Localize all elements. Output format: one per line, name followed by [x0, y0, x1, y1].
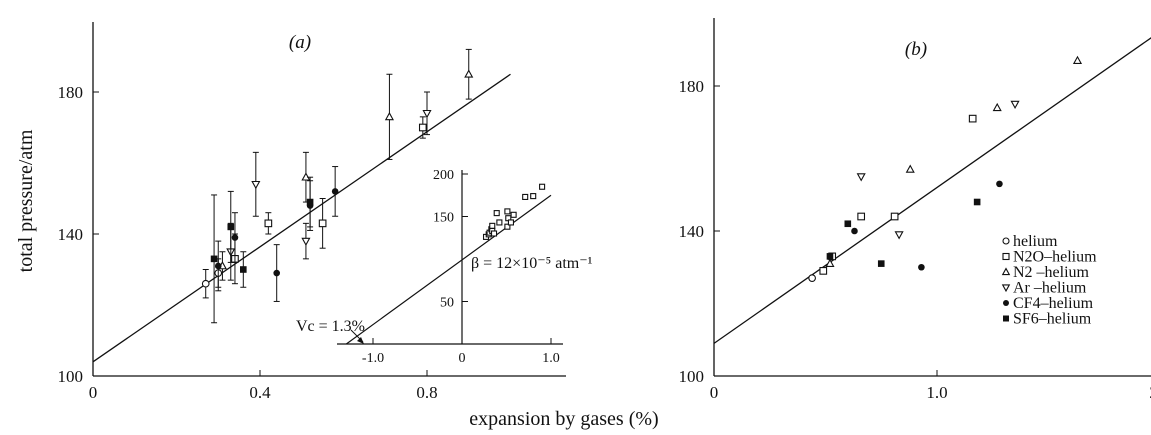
inset-data-point	[530, 193, 537, 200]
data-point	[894, 231, 904, 240]
inset-x-tick-label: 1.0	[542, 351, 560, 366]
data-point	[808, 274, 816, 282]
x-tick-label: 0.4	[249, 383, 271, 402]
data-point	[857, 212, 866, 221]
x-axis-title: expansion by gases (%)	[469, 408, 658, 430]
panel-b: (b) 0 1.0 2.0 100 140 180	[679, 18, 1151, 402]
y-tick-label: 100	[679, 367, 705, 386]
data-point	[301, 237, 311, 247]
data-point	[856, 173, 866, 182]
legend-marker	[1001, 284, 1011, 293]
data-point	[905, 164, 915, 173]
inset-fit-line	[345, 194, 552, 345]
legend-label: CF4–helium	[1013, 295, 1094, 312]
data-point	[227, 223, 235, 231]
data-point	[826, 253, 834, 260]
data-point	[422, 109, 432, 119]
inset-data	[345, 183, 552, 345]
y-tick-label: 140	[58, 225, 84, 244]
panel-b-ticks: 0 1.0 2.0 100 140 180	[679, 77, 1151, 402]
inset-y-tick-label: 150	[433, 211, 454, 226]
data-point	[331, 188, 339, 195]
fit-line	[713, 37, 1151, 344]
inset-vc-arrowhead	[357, 337, 364, 344]
inset-vc-annotation: Vc = 1.3%	[296, 318, 365, 335]
inset-y-tick-label: 200	[433, 168, 454, 183]
data-point	[968, 114, 977, 123]
data-point	[251, 180, 261, 190]
x-tick-label: 2.0	[1149, 383, 1151, 402]
data-point	[819, 267, 828, 275]
data-point	[890, 212, 899, 221]
data-point	[844, 220, 852, 228]
legend-marker	[1002, 237, 1010, 245]
data-point	[851, 227, 858, 235]
inset-beta-annotation: β = 12×10⁻⁵ atm⁻¹	[471, 255, 593, 272]
data-point	[992, 102, 1002, 112]
y-tick-label: 180	[58, 83, 84, 102]
data-point	[201, 279, 210, 288]
inset-x-tick-label: 0	[459, 351, 466, 366]
inset-data-point	[490, 230, 498, 237]
panel-b-label: (b)	[905, 39, 927, 60]
legend-label: helium	[1013, 233, 1058, 250]
panel-b-data	[713, 37, 1151, 344]
inset-data-point	[504, 208, 511, 215]
data-point	[918, 263, 925, 271]
data-point	[877, 260, 885, 267]
y-tick-label: 100	[58, 367, 84, 386]
inset-data-point	[496, 219, 503, 226]
data-point	[464, 69, 474, 78]
inset-data-point	[493, 210, 500, 217]
legend-label: Ar –helium	[1013, 280, 1087, 297]
inset-x-tick-label: -1.0	[362, 351, 384, 366]
legend-marker	[1003, 300, 1009, 306]
y-tick-label: 140	[679, 222, 705, 241]
data-point	[973, 198, 981, 206]
inset-data-point	[489, 222, 496, 229]
x-tick-label: 0	[89, 383, 98, 402]
data-point	[1010, 100, 1020, 110]
inset-data-point	[539, 183, 546, 190]
data-point	[264, 219, 273, 228]
inset-data-point	[510, 211, 517, 218]
inset-data-point	[504, 223, 511, 230]
legend-label: N2 –helium	[1013, 264, 1090, 281]
data-point	[214, 262, 222, 270]
data-point	[996, 180, 1003, 188]
inset-data-point	[507, 219, 515, 226]
x-tick-label: 0.8	[416, 383, 437, 402]
data-point	[1072, 55, 1083, 64]
data-point	[240, 266, 247, 273]
inset-y-tick-label: 50	[440, 296, 454, 311]
y-axis-title: total pressure/atm	[15, 129, 37, 272]
panel-a-label: (a)	[289, 32, 311, 53]
inset-ticks: -1.0 0 1.0 50 150 200	[362, 168, 560, 366]
inset: -1.0 0 1.0 50 150 200 Vc = 1.3% β = 12×10⁻⁵ a…	[296, 168, 593, 366]
data-point	[825, 258, 835, 267]
data-point	[231, 234, 239, 241]
panel-a: (a) 0 0.4 0.8 100 140 180	[58, 22, 566, 402]
data-point	[210, 255, 218, 263]
legend-label: SF6–helium	[1013, 311, 1092, 328]
legend-marker	[1003, 315, 1009, 322]
inset-data-point	[522, 193, 529, 200]
legend-marker	[1002, 252, 1010, 261]
y-tick-label: 180	[679, 77, 705, 96]
data-point	[306, 198, 314, 206]
legend-label: N2O–helium	[1013, 249, 1097, 266]
x-tick-label: 1.0	[926, 383, 947, 402]
panel-a-ticks: 0 0.4 0.8 100 140 180	[58, 83, 438, 402]
legend-marker	[1001, 267, 1011, 276]
panel-a-data	[92, 48, 511, 363]
data-point	[318, 219, 327, 228]
data-point	[384, 111, 394, 121]
x-tick-label: 0	[710, 383, 719, 402]
fit-line	[92, 73, 511, 363]
data-point	[418, 123, 427, 132]
data-point	[273, 269, 281, 277]
